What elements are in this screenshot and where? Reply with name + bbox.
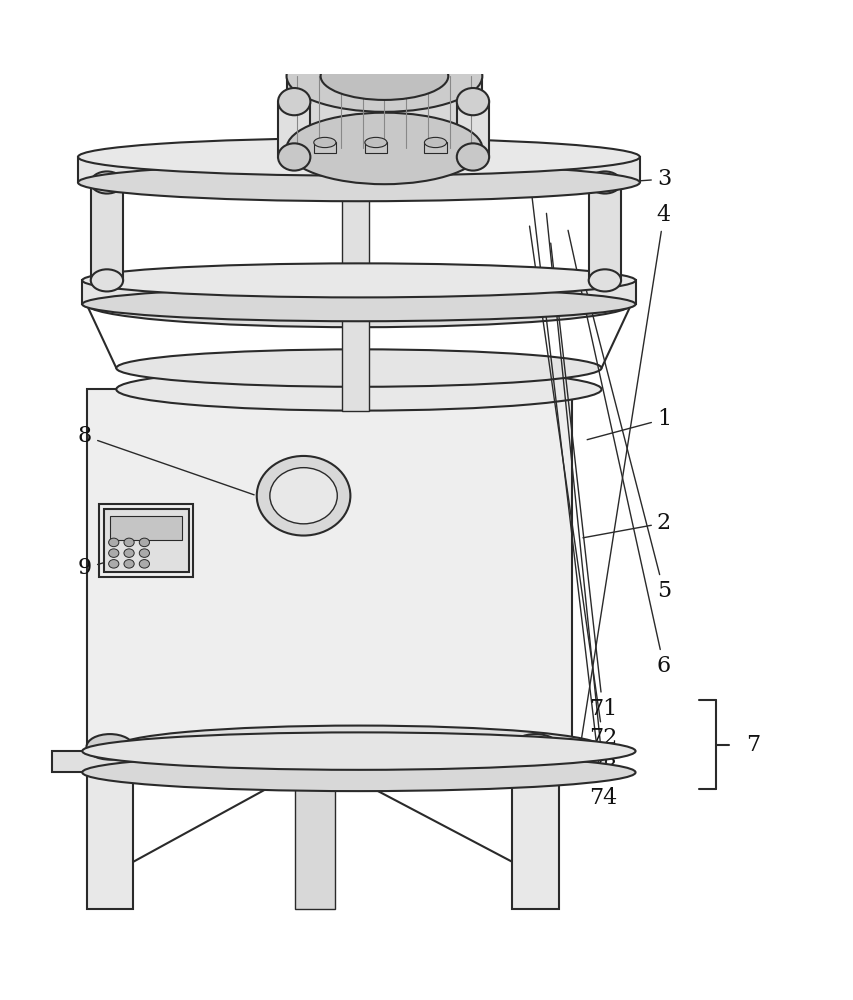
Bar xyxy=(78,157,639,182)
Ellipse shape xyxy=(120,737,529,757)
Ellipse shape xyxy=(82,754,635,791)
Ellipse shape xyxy=(82,732,635,770)
Ellipse shape xyxy=(108,538,119,547)
Bar xyxy=(90,182,123,280)
Ellipse shape xyxy=(270,468,337,524)
Bar xyxy=(320,42,448,76)
Ellipse shape xyxy=(108,549,119,557)
Ellipse shape xyxy=(588,171,620,194)
Bar xyxy=(278,102,310,157)
Text: 7: 7 xyxy=(746,734,759,756)
Bar xyxy=(313,142,335,153)
Text: 1: 1 xyxy=(587,408,670,440)
Bar xyxy=(424,142,446,153)
Ellipse shape xyxy=(82,287,635,321)
Ellipse shape xyxy=(90,171,123,194)
Bar xyxy=(588,182,620,280)
Text: 5: 5 xyxy=(584,286,670,602)
Ellipse shape xyxy=(456,88,489,115)
Ellipse shape xyxy=(456,143,489,171)
Bar xyxy=(86,747,133,909)
Bar xyxy=(82,280,635,304)
Text: 8: 8 xyxy=(78,425,254,495)
Bar xyxy=(512,747,558,909)
Bar xyxy=(295,755,334,909)
Ellipse shape xyxy=(124,560,134,568)
Bar xyxy=(456,102,489,157)
Bar xyxy=(86,389,571,747)
Text: 4: 4 xyxy=(580,204,670,744)
Ellipse shape xyxy=(512,734,558,760)
Ellipse shape xyxy=(116,726,601,768)
Ellipse shape xyxy=(108,560,119,568)
Text: 71: 71 xyxy=(550,243,616,720)
Ellipse shape xyxy=(116,368,601,411)
Text: 74: 74 xyxy=(529,175,616,809)
Bar xyxy=(125,747,525,768)
Ellipse shape xyxy=(124,549,134,557)
Ellipse shape xyxy=(139,549,149,557)
Ellipse shape xyxy=(341,174,368,191)
Bar xyxy=(103,509,189,572)
Ellipse shape xyxy=(257,456,350,536)
Ellipse shape xyxy=(139,560,149,568)
Ellipse shape xyxy=(86,281,630,327)
Ellipse shape xyxy=(320,23,448,61)
Text: 2: 2 xyxy=(583,512,670,538)
Text: 3: 3 xyxy=(583,168,670,190)
Bar xyxy=(99,504,193,577)
Ellipse shape xyxy=(139,538,149,547)
Text: 73: 73 xyxy=(546,213,617,779)
Bar xyxy=(287,76,482,148)
Text: 6: 6 xyxy=(567,230,670,677)
Ellipse shape xyxy=(278,143,310,171)
Ellipse shape xyxy=(313,137,335,148)
Ellipse shape xyxy=(424,137,446,148)
Ellipse shape xyxy=(124,538,134,547)
Bar xyxy=(52,751,605,772)
Ellipse shape xyxy=(82,263,635,297)
Ellipse shape xyxy=(287,113,482,184)
Ellipse shape xyxy=(364,137,386,148)
Ellipse shape xyxy=(86,734,133,760)
Text: 9: 9 xyxy=(78,539,186,579)
Ellipse shape xyxy=(588,269,620,291)
Bar xyxy=(341,182,368,411)
Bar xyxy=(110,516,182,540)
Ellipse shape xyxy=(278,88,310,115)
Ellipse shape xyxy=(320,52,448,100)
Ellipse shape xyxy=(287,40,482,112)
Ellipse shape xyxy=(90,269,123,291)
Text: 72: 72 xyxy=(529,226,616,749)
Ellipse shape xyxy=(116,349,601,387)
Bar xyxy=(364,142,386,153)
Ellipse shape xyxy=(78,138,639,176)
Ellipse shape xyxy=(78,164,639,201)
